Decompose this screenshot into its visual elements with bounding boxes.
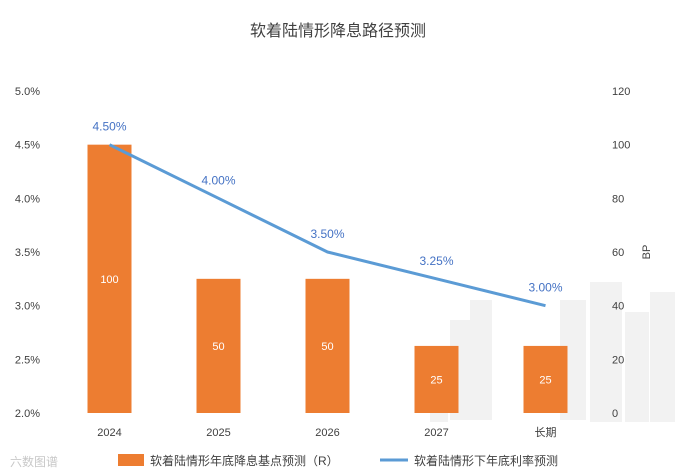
bar-value-label: 25 xyxy=(430,374,442,386)
legend-line-label: 软着陆情形下年底利率预测 xyxy=(414,453,558,468)
bar-value-label: 50 xyxy=(212,341,224,353)
bar xyxy=(305,278,350,413)
legend: 软着陆情形年底降息基点预测（R） 软着陆情形下年底利率预测 xyxy=(118,453,558,468)
bar xyxy=(523,345,568,413)
right-tick-label: 0 xyxy=(612,408,618,420)
legend-bar-label: 软着陆情形年底降息基点预测（R） xyxy=(150,453,339,468)
right-tick-label: 40 xyxy=(612,301,624,313)
right-tick-label: 20 xyxy=(612,354,624,366)
bar-value-label: 50 xyxy=(321,341,333,353)
line-path xyxy=(108,143,546,308)
bar-value-label: 25 xyxy=(539,374,551,386)
line-series xyxy=(108,143,546,308)
line-value-label: 3.25% xyxy=(419,254,453,268)
left-tick-label: 3.5% xyxy=(15,247,40,259)
x-tick-label: 2024 xyxy=(97,427,121,439)
left-tick-label: 2.5% xyxy=(15,354,40,366)
right-tick-label: 60 xyxy=(612,247,624,259)
bar xyxy=(414,345,459,413)
bar-data-labels: 100 50 50 25 25 xyxy=(100,274,551,387)
x-tick-label: 2027 xyxy=(424,427,448,439)
legend-bar-swatch xyxy=(118,454,144,466)
x-tick-label: 长期 xyxy=(535,426,557,439)
line-value-label: 4.50% xyxy=(92,120,126,134)
watermark: 六数图谱 xyxy=(10,454,58,469)
left-tick-label: 5.0% xyxy=(15,86,40,98)
bar xyxy=(87,144,132,413)
right-axis: 120 100 80 60 40 20 0 xyxy=(612,86,630,420)
left-tick-label: 4.0% xyxy=(15,193,40,205)
chart-title: 软着陆情形降息路径预测 xyxy=(250,22,426,40)
left-tick-label: 4.5% xyxy=(15,140,40,152)
left-tick-label: 2.0% xyxy=(15,408,40,420)
left-tick-label: 3.0% xyxy=(15,301,40,313)
bar xyxy=(196,278,241,413)
line-value-label: 3.00% xyxy=(528,281,562,295)
bar-value-label: 100 xyxy=(100,274,118,286)
line-value-label: 4.00% xyxy=(201,173,235,187)
right-axis-title: BP xyxy=(641,245,653,260)
right-tick-label: 100 xyxy=(612,140,630,152)
line-value-label: 3.50% xyxy=(310,227,344,241)
bar-series xyxy=(87,144,568,413)
line-data-labels: 4.50% 4.00% 3.50% 3.25% 3.00% xyxy=(92,120,562,295)
x-tick-label: 2026 xyxy=(315,427,339,439)
x-axis: 2024 2025 2026 2027 长期 xyxy=(97,426,556,439)
right-tick-label: 80 xyxy=(612,193,624,205)
right-tick-label: 120 xyxy=(612,86,630,98)
left-axis: 5.0% 4.5% 4.0% 3.5% 3.0% 2.5% 2.0% xyxy=(15,86,40,420)
x-tick-label: 2025 xyxy=(206,427,230,439)
